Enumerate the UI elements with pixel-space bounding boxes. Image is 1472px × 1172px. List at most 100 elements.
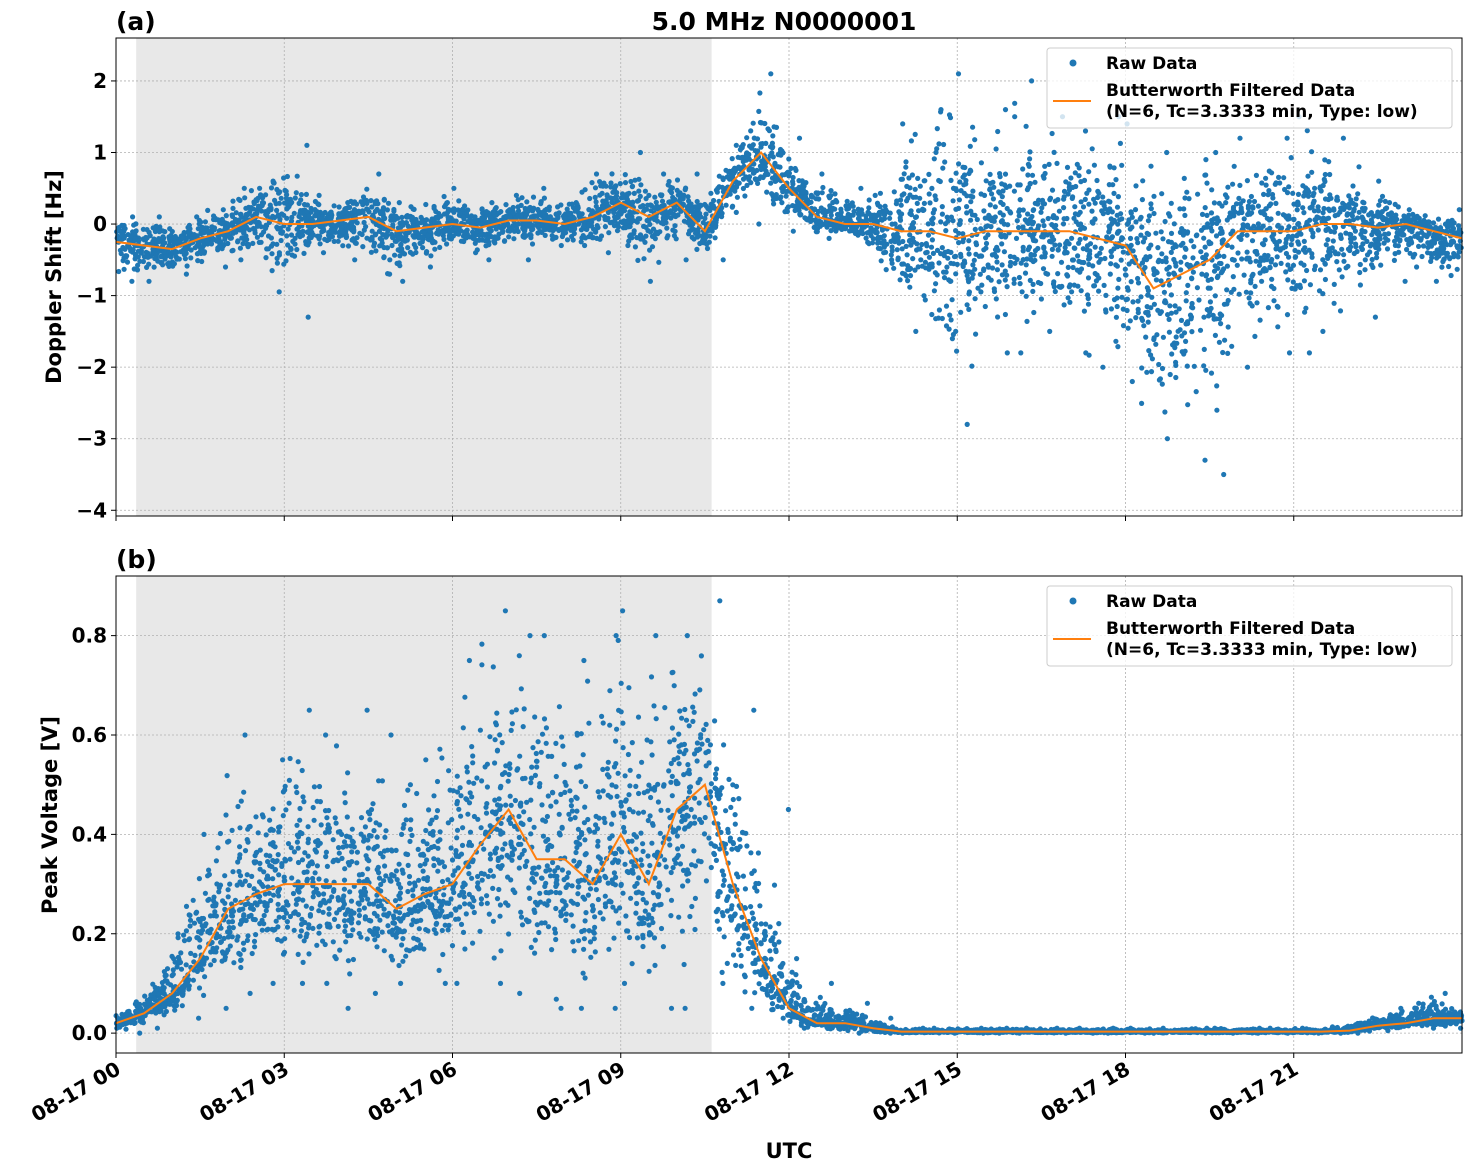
raw-data-point bbox=[1072, 170, 1078, 176]
raw-data-point bbox=[622, 172, 628, 178]
raw-data-point bbox=[1229, 343, 1235, 349]
raw-data-point bbox=[1255, 203, 1261, 209]
raw-data-point bbox=[1224, 287, 1230, 293]
raw-data-point bbox=[1038, 296, 1044, 302]
raw-data-point bbox=[1128, 279, 1134, 285]
raw-data-point bbox=[1191, 363, 1197, 369]
raw-data-point bbox=[1386, 200, 1393, 206]
raw-data-point bbox=[647, 202, 654, 208]
raw-data-point bbox=[347, 204, 353, 210]
raw-data-point bbox=[818, 205, 824, 211]
chart-title: 5.0 MHz N0000001 bbox=[652, 7, 917, 36]
raw-data-point bbox=[621, 208, 628, 214]
raw-data-point bbox=[1189, 329, 1195, 335]
raw-data-point bbox=[1023, 123, 1029, 129]
raw-data-point bbox=[1002, 311, 1009, 318]
raw-data-point bbox=[1197, 327, 1204, 333]
raw-data-point bbox=[1146, 245, 1152, 251]
raw-data-point bbox=[1310, 230, 1316, 236]
raw-data-point bbox=[1016, 224, 1022, 231]
raw-data-point bbox=[529, 241, 536, 247]
raw-data-point bbox=[1078, 179, 1084, 185]
raw-data-point bbox=[1345, 263, 1351, 269]
raw-data-point bbox=[957, 218, 963, 224]
raw-data-point bbox=[187, 226, 193, 232]
raw-data-point bbox=[1416, 243, 1422, 249]
raw-data-point bbox=[743, 151, 750, 157]
raw-data-point bbox=[638, 204, 644, 210]
raw-data-point bbox=[1027, 156, 1033, 162]
raw-data-point bbox=[229, 827, 235, 834]
raw-data-point bbox=[1029, 172, 1036, 178]
raw-data-point bbox=[1214, 407, 1220, 413]
raw-data-point bbox=[1065, 264, 1071, 270]
raw-data-point bbox=[910, 220, 917, 226]
raw-data-point bbox=[389, 242, 395, 249]
raw-data-point bbox=[670, 227, 676, 233]
raw-data-point bbox=[858, 185, 864, 191]
raw-data-point bbox=[243, 205, 249, 211]
raw-data-point bbox=[359, 208, 366, 214]
raw-data-point bbox=[1414, 264, 1420, 270]
raw-data-point bbox=[1076, 222, 1082, 228]
raw-data-point bbox=[276, 914, 282, 920]
raw-data-point bbox=[1095, 188, 1101, 194]
raw-data-point bbox=[441, 236, 447, 242]
raw-data-point bbox=[1181, 175, 1187, 181]
raw-data-point bbox=[1072, 204, 1078, 210]
raw-data-point bbox=[928, 244, 935, 250]
raw-data-point bbox=[1368, 217, 1374, 223]
raw-data-point bbox=[1025, 172, 1031, 178]
raw-data-point bbox=[255, 195, 261, 201]
raw-data-point bbox=[1300, 247, 1306, 253]
raw-data-point bbox=[1247, 300, 1253, 306]
raw-data-point bbox=[1028, 253, 1034, 259]
raw-data-point bbox=[1314, 214, 1320, 220]
raw-data-point bbox=[1118, 211, 1124, 217]
raw-data-point bbox=[736, 180, 742, 186]
raw-data-point bbox=[397, 263, 403, 269]
raw-data-point bbox=[473, 250, 479, 256]
raw-data-point bbox=[121, 266, 127, 272]
raw-data-point bbox=[530, 226, 536, 232]
raw-data-point bbox=[1173, 243, 1179, 249]
raw-data-point bbox=[399, 219, 405, 225]
raw-data-point bbox=[938, 219, 944, 225]
raw-data-point bbox=[1167, 303, 1173, 309]
raw-data-point bbox=[1199, 271, 1205, 277]
raw-data-point bbox=[1148, 369, 1155, 375]
raw-data-point bbox=[336, 204, 342, 210]
raw-data-point bbox=[1085, 275, 1092, 281]
raw-data-point bbox=[687, 219, 693, 225]
raw-data-point bbox=[938, 107, 944, 113]
raw-data-point bbox=[1215, 273, 1221, 279]
raw-data-point bbox=[1162, 409, 1168, 415]
raw-data-point bbox=[1024, 318, 1030, 324]
raw-data-point bbox=[964, 193, 970, 199]
raw-data-point bbox=[1191, 244, 1197, 250]
raw-data-point bbox=[202, 219, 208, 225]
raw-data-point bbox=[132, 256, 138, 262]
raw-data-point bbox=[750, 120, 756, 126]
raw-data-point bbox=[1245, 205, 1251, 211]
raw-data-point bbox=[1184, 261, 1190, 268]
raw-data-point bbox=[1290, 190, 1296, 196]
raw-data-point bbox=[1123, 272, 1129, 278]
raw-data-point bbox=[946, 112, 953, 118]
raw-data-point bbox=[958, 309, 964, 315]
raw-data-point bbox=[1159, 365, 1166, 372]
raw-data-point bbox=[1234, 262, 1240, 268]
raw-data-point bbox=[1184, 189, 1190, 195]
raw-data-point bbox=[326, 236, 332, 242]
raw-data-point bbox=[1225, 184, 1231, 190]
raw-data-point bbox=[634, 219, 640, 225]
raw-data-point bbox=[712, 224, 719, 230]
raw-data-point bbox=[1153, 277, 1159, 283]
raw-data-point bbox=[298, 192, 304, 198]
y-tick-label: 1 bbox=[93, 140, 107, 164]
raw-data-point bbox=[1259, 278, 1265, 284]
raw-data-point bbox=[1183, 321, 1189, 327]
panel-a-label: (a) bbox=[116, 7, 156, 36]
raw-data-point bbox=[930, 210, 936, 216]
raw-data-point bbox=[768, 71, 774, 77]
